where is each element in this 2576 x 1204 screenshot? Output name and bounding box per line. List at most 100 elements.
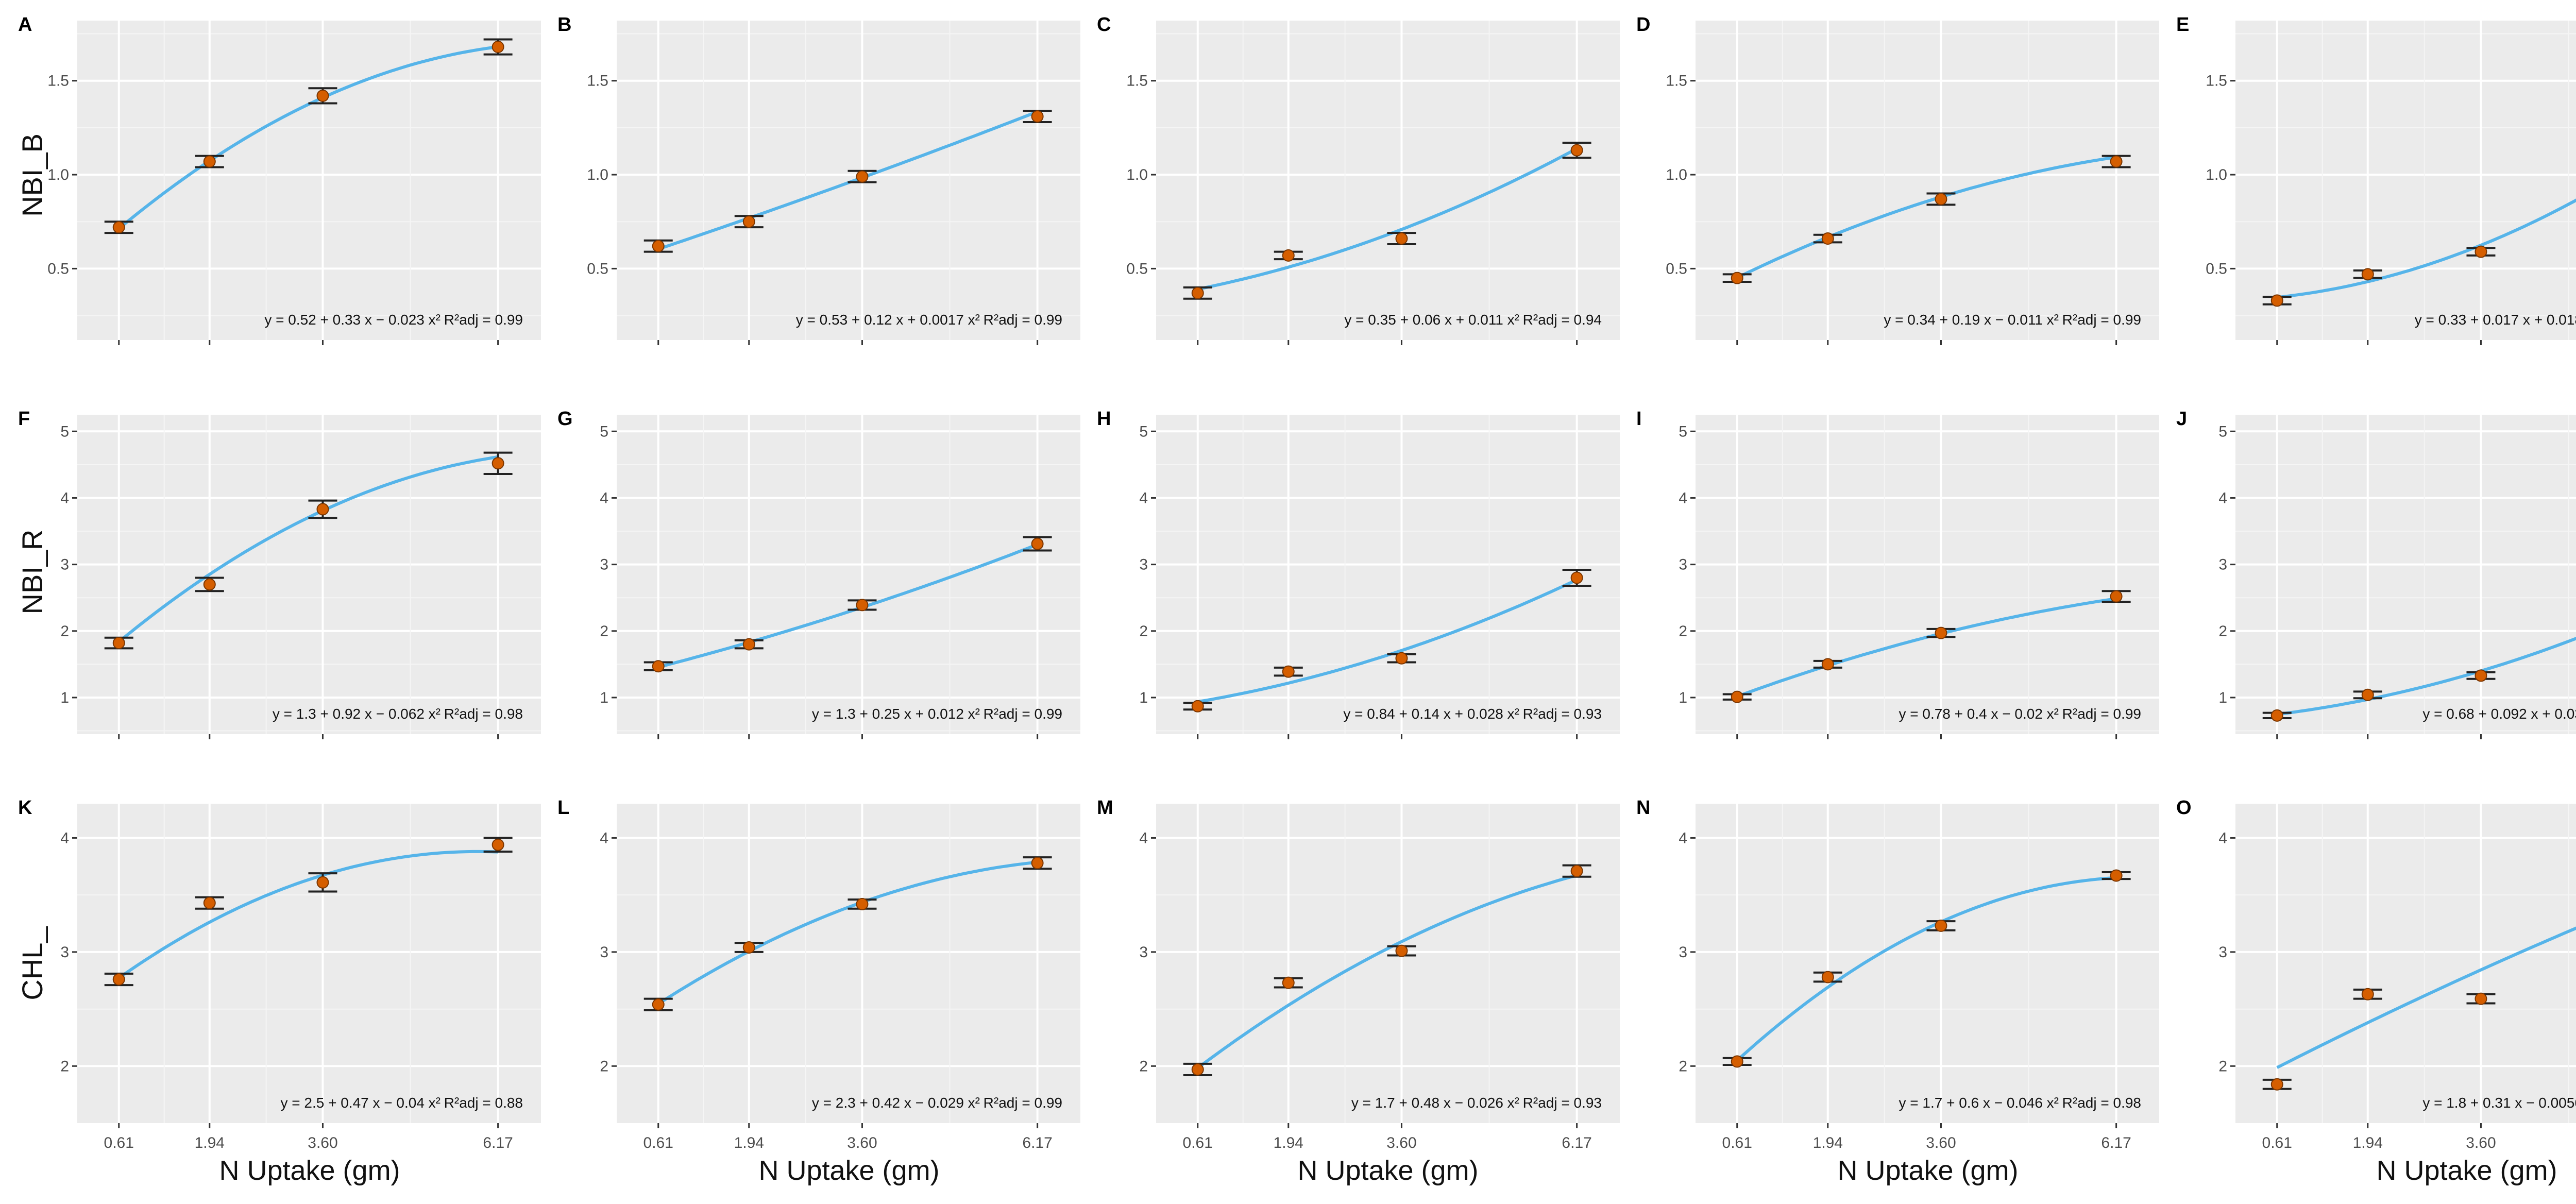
panel-h: H 1 2 3 4 5 y = 0.84 + 0.14 x + 0.028 x² R²adj …	[1097, 408, 1620, 739]
panel-letter: D	[1636, 14, 1650, 36]
y-tick-label: 2	[60, 623, 69, 640]
y-tick-label: 1.0	[47, 166, 69, 183]
y-tick-label: 3	[1139, 556, 1148, 573]
y-tick-label: 1.5	[587, 73, 608, 90]
data-point	[652, 660, 665, 673]
x-tick-label: 6.17	[1562, 1134, 1591, 1151]
x-tick-label: 1.94	[734, 1134, 764, 1151]
y-tick-label: 0.5	[47, 260, 69, 277]
panel-f: F 1 2 3 4 5 y = 1.3 + 0.92 x − 0.062 x² R²adj =…	[18, 408, 541, 739]
data-point	[316, 503, 329, 516]
y-tick-label: 1.5	[47, 73, 69, 90]
r2-label: R²adj = 0.99	[984, 1095, 1062, 1111]
y-tick-label: 4	[1139, 829, 1148, 846]
panel-background	[1696, 804, 2159, 1123]
y-tick-label: 3	[2218, 944, 2227, 961]
fit-equation: y = 1.3 + 0.92 x − 0.062 x²	[273, 706, 440, 722]
fit-equation: y = 0.33 + 0.017 x + 0.018 x²	[2415, 312, 2576, 328]
x-tick-label: 1.94	[1274, 1134, 1303, 1151]
fit-equation: y = 1.8 + 0.31 x − 0.0056 x²	[2422, 1095, 2576, 1111]
panel-i: I 1 2 3 4 5 y = 0.78 + 0.4 x − 0.02 x² R²adj = …	[1636, 408, 2159, 739]
y-tick-label: 0.5	[1126, 260, 1148, 277]
x-tick-label: 0.61	[104, 1134, 134, 1151]
panel-background	[2235, 21, 2576, 340]
fit-curve	[657, 543, 1038, 669]
data-point	[1395, 652, 1408, 665]
data-point	[1821, 971, 1834, 983]
y-tick-label: 2	[2218, 1058, 2227, 1075]
y-tick-label: 3	[1679, 556, 1687, 573]
data-point	[1395, 944, 1408, 957]
r2-label: R²adj = 0.99	[444, 312, 523, 328]
r2-label: R²adj = 0.93	[1523, 1095, 1602, 1111]
data-point	[2110, 869, 2123, 882]
data-point	[1935, 626, 1947, 639]
panel-background	[1696, 415, 2159, 734]
data-point	[2475, 245, 2487, 258]
data-point	[203, 578, 216, 591]
x-tick-label: 6.17	[483, 1134, 513, 1151]
y-tick-label: 5	[1139, 423, 1148, 440]
y-tick-label: 1	[1679, 689, 1687, 706]
fit-curve	[2276, 926, 2576, 1069]
fit-equation: y = 0.84 + 0.14 x + 0.028 x²	[1343, 706, 1519, 722]
data-point	[112, 221, 125, 234]
panel-background	[77, 415, 541, 734]
x-tick-label: 1.94	[2353, 1134, 2383, 1151]
r2-label: R²adj = 0.99	[2062, 312, 2141, 328]
panel-letter: J	[2176, 408, 2187, 430]
y-tick-label: 4	[600, 489, 608, 506]
fit-curve	[117, 45, 498, 230]
panel-letter: H	[1097, 408, 1111, 430]
panel-letter: F	[18, 408, 30, 430]
fit-equation: y = 0.53 + 0.12 x + 0.0017 x²	[796, 312, 980, 328]
panel-background	[1156, 804, 1620, 1123]
y-tick-label: 1.5	[2206, 73, 2227, 90]
panel-letter: C	[1097, 14, 1111, 36]
data-point	[1191, 700, 1204, 713]
r2-label: R²adj = 0.98	[2062, 1095, 2141, 1111]
data-point	[856, 897, 869, 910]
data-point	[856, 170, 869, 183]
r2-label: R²adj = 0.99	[2062, 706, 2141, 722]
fit-curve	[1196, 874, 1578, 1070]
y-tick-label: 1	[60, 689, 69, 706]
data-point	[2270, 294, 2283, 307]
y-tick-label: 3	[1679, 944, 1687, 961]
fit-curve	[117, 850, 498, 979]
y-tick-label: 4	[2218, 489, 2227, 506]
y-tick-label: 0.5	[2206, 260, 2227, 277]
y-tick-label: 4	[60, 489, 69, 506]
panel-letter: B	[557, 14, 571, 36]
panel-letter: O	[2176, 797, 2192, 819]
data-point	[2475, 669, 2487, 682]
fit-equation: y = 0.68 + 0.092 x + 0.03 x²	[2422, 706, 2576, 722]
y-tick-label: 4	[60, 829, 69, 846]
data-point	[112, 973, 125, 986]
data-point	[652, 998, 665, 1011]
r2-label: R²adj = 0.94	[1523, 312, 1602, 328]
panel-n: N 2 3 4 0.61 1.94 3.60 6.17 y = 1.7 + 0.6 x − 0.…	[1636, 797, 2159, 1151]
fit-equation: y = 2.5 + 0.47 x − 0.04 x²	[280, 1095, 440, 1111]
data-point	[2270, 709, 2283, 722]
data-point	[2110, 590, 2123, 603]
data-point	[1191, 1063, 1204, 1076]
data-point	[1821, 232, 1834, 245]
panel-letter: A	[18, 14, 32, 36]
data-point	[316, 876, 329, 889]
x-axis-title-col5: N Uptake (gm)	[2376, 1155, 2557, 1186]
y-tick-label: 5	[2218, 423, 2227, 440]
data-point	[652, 240, 665, 252]
y-tick-label: 1.0	[1126, 166, 1148, 183]
data-point	[1395, 232, 1408, 245]
x-tick-label: 3.60	[2466, 1134, 2496, 1151]
x-tick-label: 1.94	[195, 1134, 225, 1151]
y-tick-label: 1.0	[587, 166, 608, 183]
panel-background	[617, 21, 1080, 340]
fit-curve	[2277, 637, 2576, 716]
panel-letter: M	[1097, 797, 1113, 819]
panel-d: D 0.5 1.0 1.5 y = 0.34 + 0.19 x − 0.011 x² R²…	[1636, 14, 2159, 345]
fit-curve	[1736, 876, 2116, 1062]
